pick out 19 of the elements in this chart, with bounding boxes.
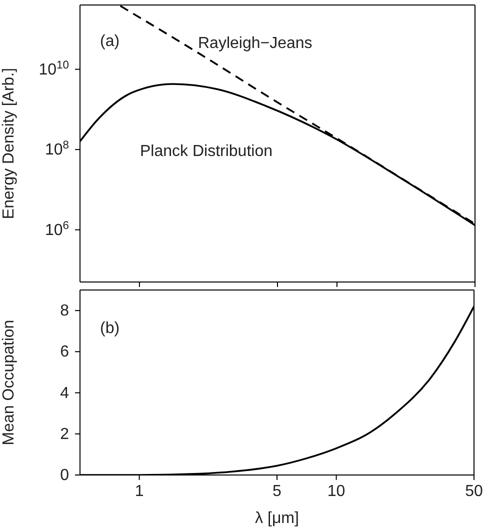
x-axis-title: λ [μm] [255,510,299,527]
x-tick-label: 10 [327,483,346,500]
y-axis-title: Energy Density [Arb.] [0,68,18,220]
y-tick-label: 10$^{6}$ [44,220,69,239]
y-tick-label: 10$^{10}$ [38,59,69,78]
x-tick-label: 50 [465,483,483,500]
y-tick-label: 0 [60,467,70,484]
y-tick-label: 8 [60,302,70,320]
series-label: Rayleigh−Jeans [198,35,312,53]
x-tick-label: 1 [134,483,144,500]
y-tick-label: 2 [60,426,70,443]
y-axis-title: Mean Occupation [0,320,18,446]
series-label: Planck Distribution [140,143,272,161]
y-tick-label: 10$^{8}$ [44,140,69,159]
annotation: (b) [100,320,120,338]
y-tick-label: 4 [60,384,70,402]
annotation: (a) [100,33,120,51]
y-tick-label: 6 [60,344,70,361]
x-tick-label: 5 [272,483,282,500]
